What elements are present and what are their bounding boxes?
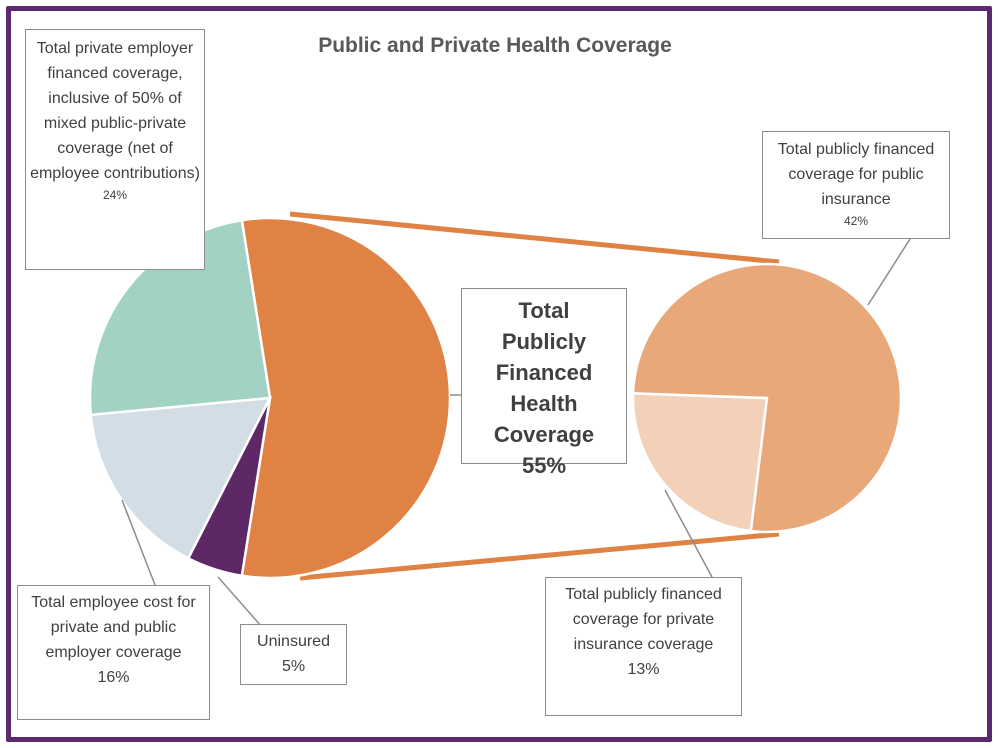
label-employee-cost: Total employee cost for private and publ… xyxy=(17,585,210,720)
label-uninsured-pct: 5% xyxy=(281,658,306,675)
main-pie xyxy=(88,216,452,580)
main-slice-uninsured xyxy=(186,397,272,578)
label-private-insurance: Total publicly financed coverage for pri… xyxy=(545,577,742,716)
label-private-insurance-text: Total publicly financed coverage for pri… xyxy=(565,586,722,653)
chart-frame xyxy=(6,6,992,742)
main-slice-total-employee-cost-for-private-and-publ xyxy=(89,396,273,561)
leader-employee-cost xyxy=(121,499,156,586)
leader-public-insurance xyxy=(867,238,911,306)
label-public-insurance-text: Total publicly financed coverage for pub… xyxy=(777,141,935,208)
label-private-insurance-pct: 13% xyxy=(627,661,660,678)
main-slice-total-private-employer-financed-coverage xyxy=(88,218,272,417)
secondary-pie xyxy=(631,262,903,534)
pie-connectors xyxy=(289,211,780,581)
label-employer-coverage-text: Total private employer financed coverage… xyxy=(30,40,200,182)
secondary-slice-total-publicly-financed-coverage-for-pri xyxy=(631,392,769,533)
label-public-insurance-pct: 42% xyxy=(843,214,869,228)
secondary-slice-total-publicly-financed-coverage-for-pub xyxy=(631,262,903,534)
label-public-total-pct: 55% xyxy=(521,453,567,478)
label-employee-cost-pct: 16% xyxy=(97,669,130,686)
label-employer-coverage-pct: 24% xyxy=(102,188,128,202)
label-employee-cost-text: Total employee cost for private and publ… xyxy=(31,594,196,661)
label-public-total-text: Total Publicly Financed Health Coverage xyxy=(493,298,595,447)
label-uninsured: Uninsured 5% xyxy=(240,624,347,685)
label-employer-coverage: Total private employer financed coverage… xyxy=(25,29,205,270)
connector-top xyxy=(289,211,780,265)
label-public-insurance: Total publicly financed coverage for pub… xyxy=(762,131,950,239)
chart-title: Public and Private Health Coverage xyxy=(318,34,672,57)
main-slice-total-publicly-financed-health-coverage xyxy=(240,216,452,580)
connector-bottom xyxy=(299,531,780,581)
label-public-total: Total Publicly Financed Health Coverage … xyxy=(461,288,627,478)
label-uninsured-text: Uninsured xyxy=(257,633,330,650)
leader-private-insurance xyxy=(664,489,713,578)
